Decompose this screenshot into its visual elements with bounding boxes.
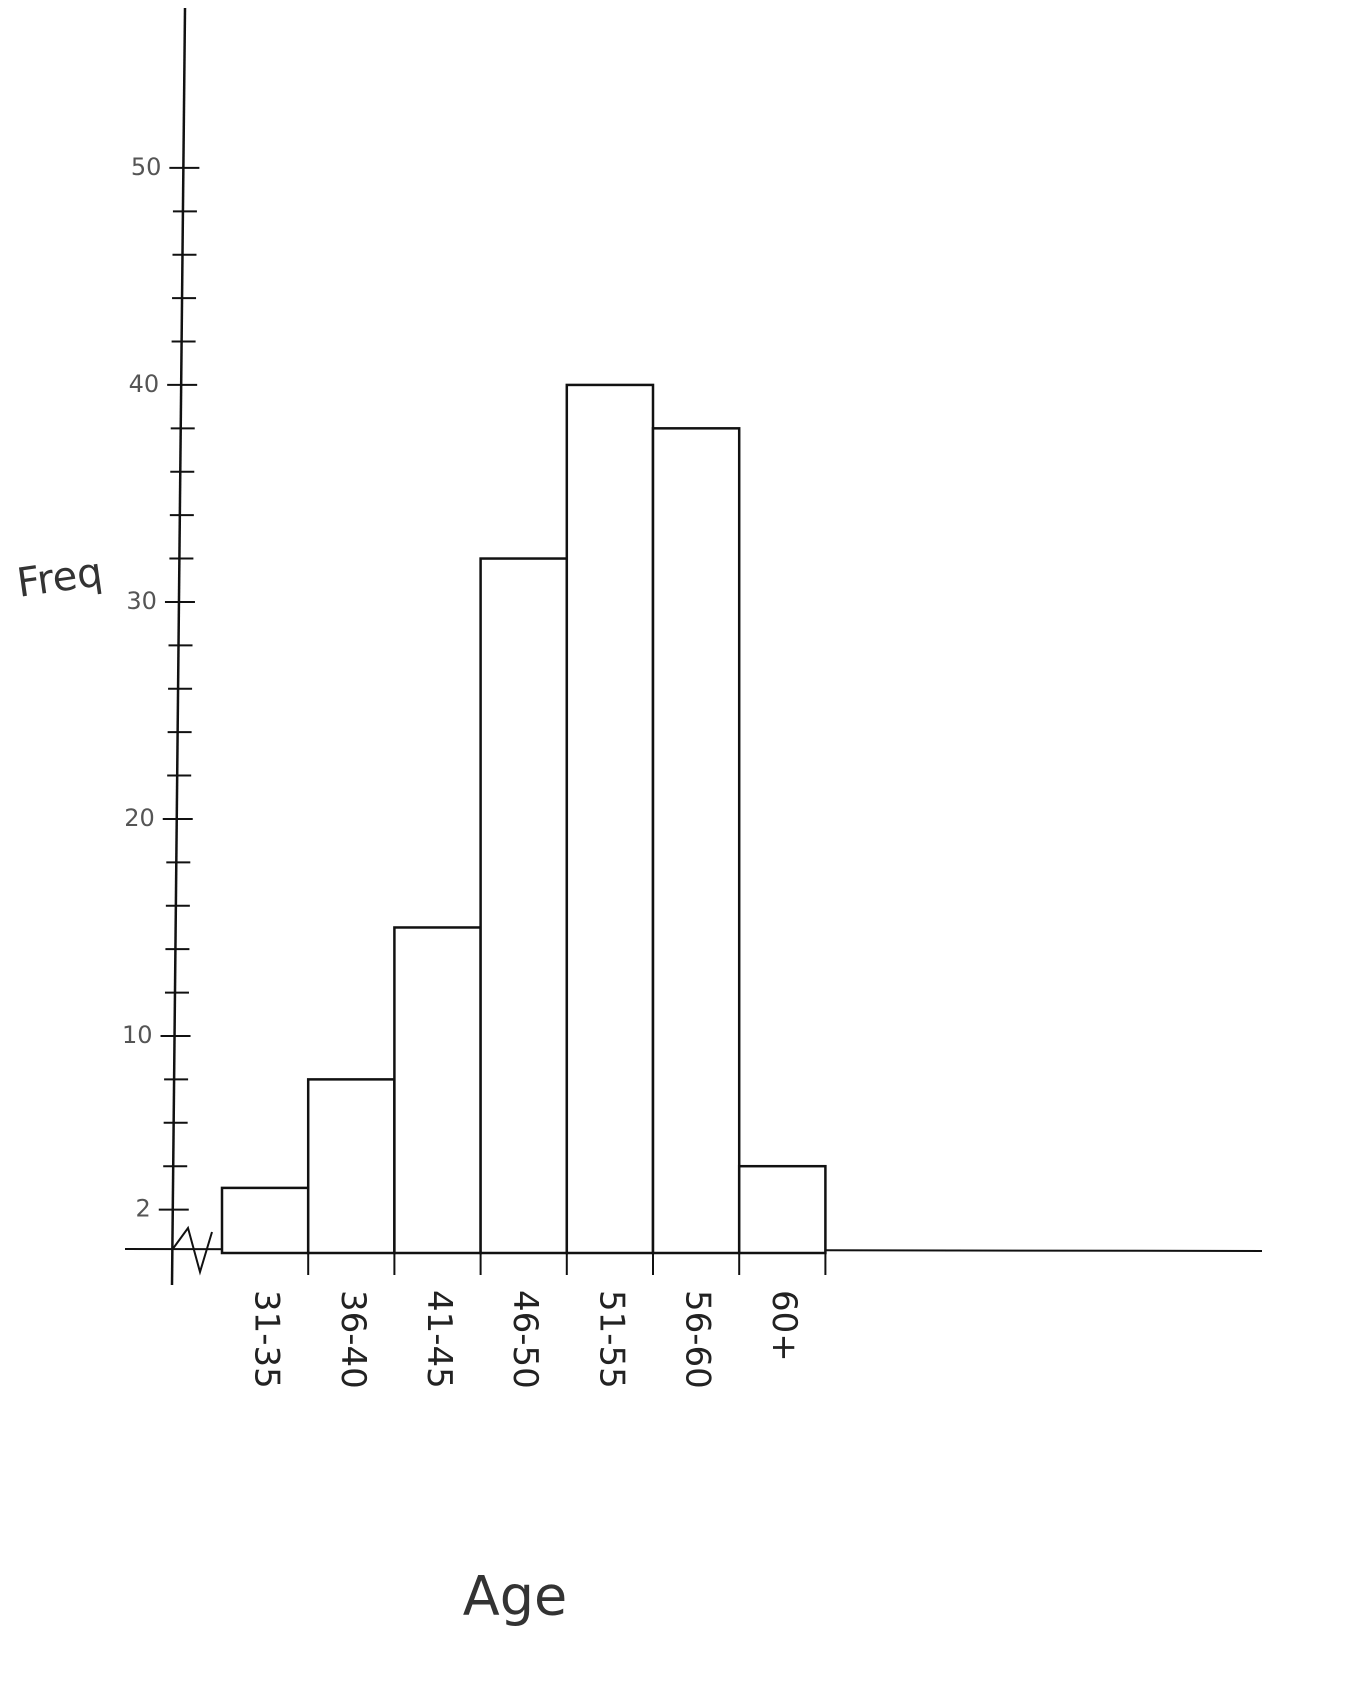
x-tick-label: 46-50 <box>505 1290 545 1389</box>
y-tick-label: 10 <box>122 1021 153 1049</box>
x-tick-label: 51-55 <box>591 1290 631 1389</box>
page: Freq Age 2102030405031-3536-4041-4546-50… <box>0 0 1369 1690</box>
bar <box>394 927 480 1253</box>
x-axis-label: Age <box>463 1565 567 1628</box>
y-tick-label: 50 <box>131 153 162 181</box>
bar <box>567 385 653 1253</box>
x-tick-label: 41-45 <box>419 1290 459 1389</box>
y-tick-label: 20 <box>124 804 155 832</box>
bar <box>653 428 739 1253</box>
x-tick-label: 36-40 <box>333 1290 373 1389</box>
bar <box>222 1188 308 1253</box>
chart: Freq Age 2102030405031-3536-4041-4546-50… <box>0 0 1369 1690</box>
x-tick-label: 56-60 <box>678 1290 718 1389</box>
y-tick-label: 30 <box>126 587 157 615</box>
y-tick-label: 2 <box>135 1195 150 1223</box>
x-tick-label: 31-35 <box>247 1290 287 1389</box>
x-tick-label: 60+ <box>764 1290 804 1362</box>
bar <box>308 1079 394 1253</box>
bar <box>739 1166 825 1253</box>
y-tick-label: 40 <box>129 370 160 398</box>
bar <box>481 559 567 1253</box>
